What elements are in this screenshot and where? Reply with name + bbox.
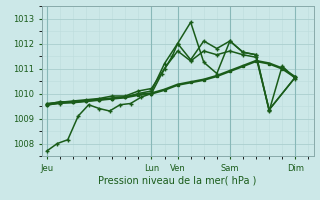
X-axis label: Pression niveau de la mer( hPa ): Pression niveau de la mer( hPa ) <box>99 175 257 185</box>
